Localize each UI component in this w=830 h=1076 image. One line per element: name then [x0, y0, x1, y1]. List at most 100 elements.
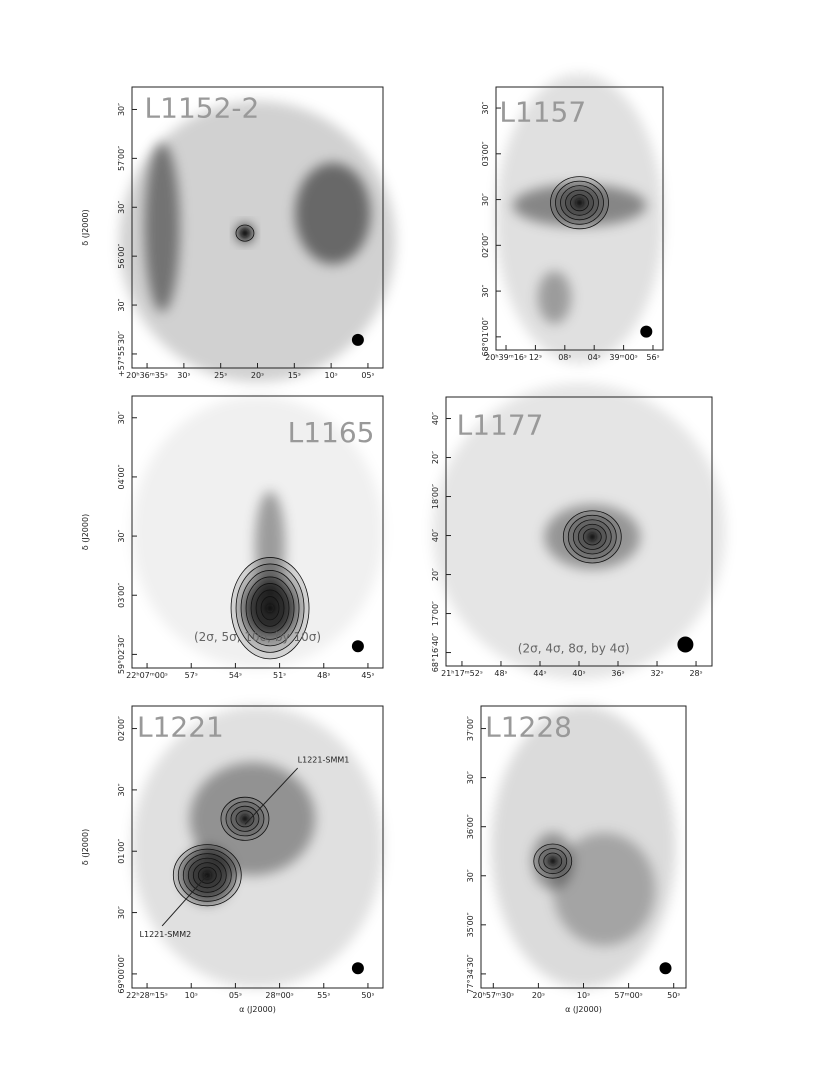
x-tick-label: 39ᵐ00ˢ: [609, 353, 637, 362]
x-tick-label: 15ˢ: [288, 371, 301, 380]
y-tick-label: +57°55′30″: [117, 331, 126, 377]
emission: [537, 271, 572, 324]
x-tick-label: 25ˢ: [214, 371, 227, 380]
y-tick-label: 68°01′00″: [481, 317, 490, 356]
y-tick-label: 30″: [466, 771, 475, 784]
x-tick-label: 48ˢ: [494, 669, 507, 678]
x-tick-label: 20ˢ: [251, 371, 264, 380]
x-axis-label: α (J2000): [565, 1005, 602, 1014]
y-tick-label: 17′00″: [431, 601, 440, 626]
y-tick-label: 03′00″: [117, 583, 126, 608]
y-tick-label: 30″: [117, 298, 126, 311]
x-tick-label: 28ᵐ00ˢ: [265, 991, 293, 1000]
panel-label: L1152-2: [145, 91, 260, 124]
x-tick-label: 48ˢ: [317, 671, 330, 680]
y-tick-label: 40″: [431, 529, 440, 542]
panel: L1165 (2σ, 5σ, 10σ, by 10σ) 30″ 04′00″ 30″ 03…: [81, 395, 384, 680]
panel: L1157 30″ 03′00″ 30″ 02′00″ 30″ 68°01′00″20ʰ39…: [481, 73, 664, 364]
x-tick-label: 32ˢ: [650, 669, 663, 678]
x-axis-label: α (J2000): [239, 1005, 276, 1014]
core: [240, 814, 249, 823]
y-tick-label: 37′00″: [466, 716, 475, 741]
y-tick-label: 02′00″: [117, 716, 126, 741]
panel-label: L1177: [457, 409, 544, 442]
x-tick-label: 22ʰ07ᵐ00ˢ: [126, 671, 168, 680]
y-tick-label: 40″: [431, 412, 440, 425]
x-tick-label: 57ᵐ00ˢ: [614, 991, 642, 1000]
x-tick-label: 50ˢ: [667, 991, 680, 1000]
x-tick-label: 20ʰ36ᵐ35ˢ: [126, 371, 168, 380]
beam: [677, 636, 694, 653]
panel: L1177 (2σ, 4σ, 8σ, by 4σ) 40″ 20″ 18′00″ 40″ 2…: [431, 383, 726, 680]
x-tick-label: 55ˢ: [317, 991, 330, 1000]
x-tick-label: 10ˢ: [577, 991, 590, 1000]
beam: [659, 962, 672, 975]
x-tick-label: 20ʰ39ᵐ16ˢ: [485, 353, 527, 362]
y-tick-label: 30″: [117, 529, 126, 542]
panel: L1152-230″57′00″30″56′00″30″+57°55′30″ 20…: [81, 86, 396, 383]
emission: [144, 143, 180, 312]
y-tick-label: 30″: [117, 103, 126, 116]
y-tick-label: 56′00″: [117, 244, 126, 269]
y-tick-label: 59°02′30″: [117, 635, 126, 674]
x-tick-label: 51ˢ: [273, 671, 286, 680]
y-tick-label: 03′00″: [481, 141, 490, 166]
x-tick-label: 10ˢ: [185, 991, 198, 1000]
panel-label: L1221: [137, 711, 224, 744]
x-tick-label: 57ˢ: [185, 671, 198, 680]
x-tick-label: 44ˢ: [533, 669, 546, 678]
x-tick-label: 20ʰ57ᵐ30ˢ: [472, 991, 514, 1000]
x-tick-label: 20ˢ: [532, 991, 545, 1000]
core: [240, 229, 249, 238]
source-label: L1221-SMM1: [298, 755, 350, 764]
x-tick-label: 04ˢ: [588, 353, 601, 362]
core: [575, 198, 584, 207]
core: [588, 532, 597, 541]
y-tick-label: 30″: [117, 783, 126, 796]
y-tick-label: 35′00″: [466, 912, 475, 937]
x-tick-label: 30ˢ: [177, 371, 190, 380]
pointer: [244, 767, 299, 825]
y-tick-label: 30″: [117, 201, 126, 214]
x-tick-label: 45ˢ: [361, 671, 374, 680]
core: [548, 857, 557, 866]
core: [266, 604, 275, 613]
frame: [131, 395, 384, 669]
beam: [351, 962, 364, 975]
y-tick-label: 30″: [117, 906, 126, 919]
x-tick-label: 56ˢ: [646, 353, 659, 362]
x-tick-label: 08ˢ: [558, 353, 571, 362]
x-tick-label: 21ʰ17ᵐ52ˢ: [441, 669, 483, 678]
y-tick-label: 30″: [117, 411, 126, 424]
panel-label: L1157: [499, 95, 586, 128]
panel: L1221 L1221-SMM1 L1221-SMM2 02′00″ 30″ 01′00″…: [81, 705, 384, 1014]
y-tick-label: 69°00′00″: [117, 954, 126, 993]
y-tick-label: 68°16′40″: [431, 633, 440, 672]
emission: [295, 162, 371, 265]
x-tick-label: 22ʰ28ᵐ15ˢ: [126, 991, 168, 1000]
x-tick-label: 40ˢ: [572, 669, 585, 678]
panel-label: L1228: [485, 711, 572, 744]
y-tick-label: 77°34′30″: [466, 954, 475, 993]
y-tick-label: 04′00″: [117, 464, 126, 489]
y-tick-label: 18′00″: [431, 484, 440, 509]
y-tick-label: 30″: [481, 101, 490, 114]
x-tick-label: 05ˢ: [361, 371, 374, 380]
y-tick-label: 36′00″: [466, 814, 475, 839]
contour-levels: (2σ, 5σ, 10σ, by 10σ): [194, 630, 321, 644]
pointer: [161, 874, 208, 927]
x-tick-label: 28ˢ: [689, 669, 702, 678]
contour-levels: (2σ, 4σ, 8σ, by 4σ): [518, 642, 630, 656]
emission: [552, 832, 656, 946]
panel-label: L1165: [288, 416, 375, 449]
x-tick-label: 12ˢ: [529, 353, 542, 362]
y-tick-label: 30″: [481, 284, 490, 297]
x-tick-label: 36ˢ: [611, 669, 624, 678]
source-label: L1221-SMM2: [140, 930, 192, 939]
beam: [351, 640, 364, 653]
y-tick-label: 01′00″: [117, 839, 126, 864]
y-tick-label: 20″: [431, 568, 440, 581]
beam: [351, 333, 364, 346]
y-axis-label: δ (J2000): [81, 829, 90, 865]
